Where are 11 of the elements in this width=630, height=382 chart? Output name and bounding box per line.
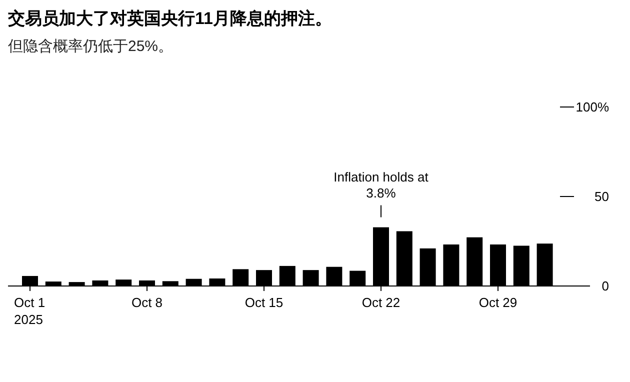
x-tick-label: Oct 15 (244, 295, 284, 310)
x-tick-label: Oct 22 (362, 295, 400, 310)
annotation: Inflation holds at 3.8% (334, 169, 429, 200)
x-tick-label: Oct 1 2025 (14, 295, 46, 327)
title: 交易员加大了对英国央行11月降息的押注。 (8, 9, 332, 28)
y-tick-label: 100% (576, 100, 610, 114)
x-tick-label: Oct 8 (131, 295, 163, 310)
y-tick-label: 0 (602, 278, 609, 294)
chart-subtitle: 但隐含概率仍低于25%。 (8, 38, 174, 55)
x-tick-label: Oct 29 (478, 295, 518, 310)
y-tick-label: 50 (594, 189, 609, 204)
